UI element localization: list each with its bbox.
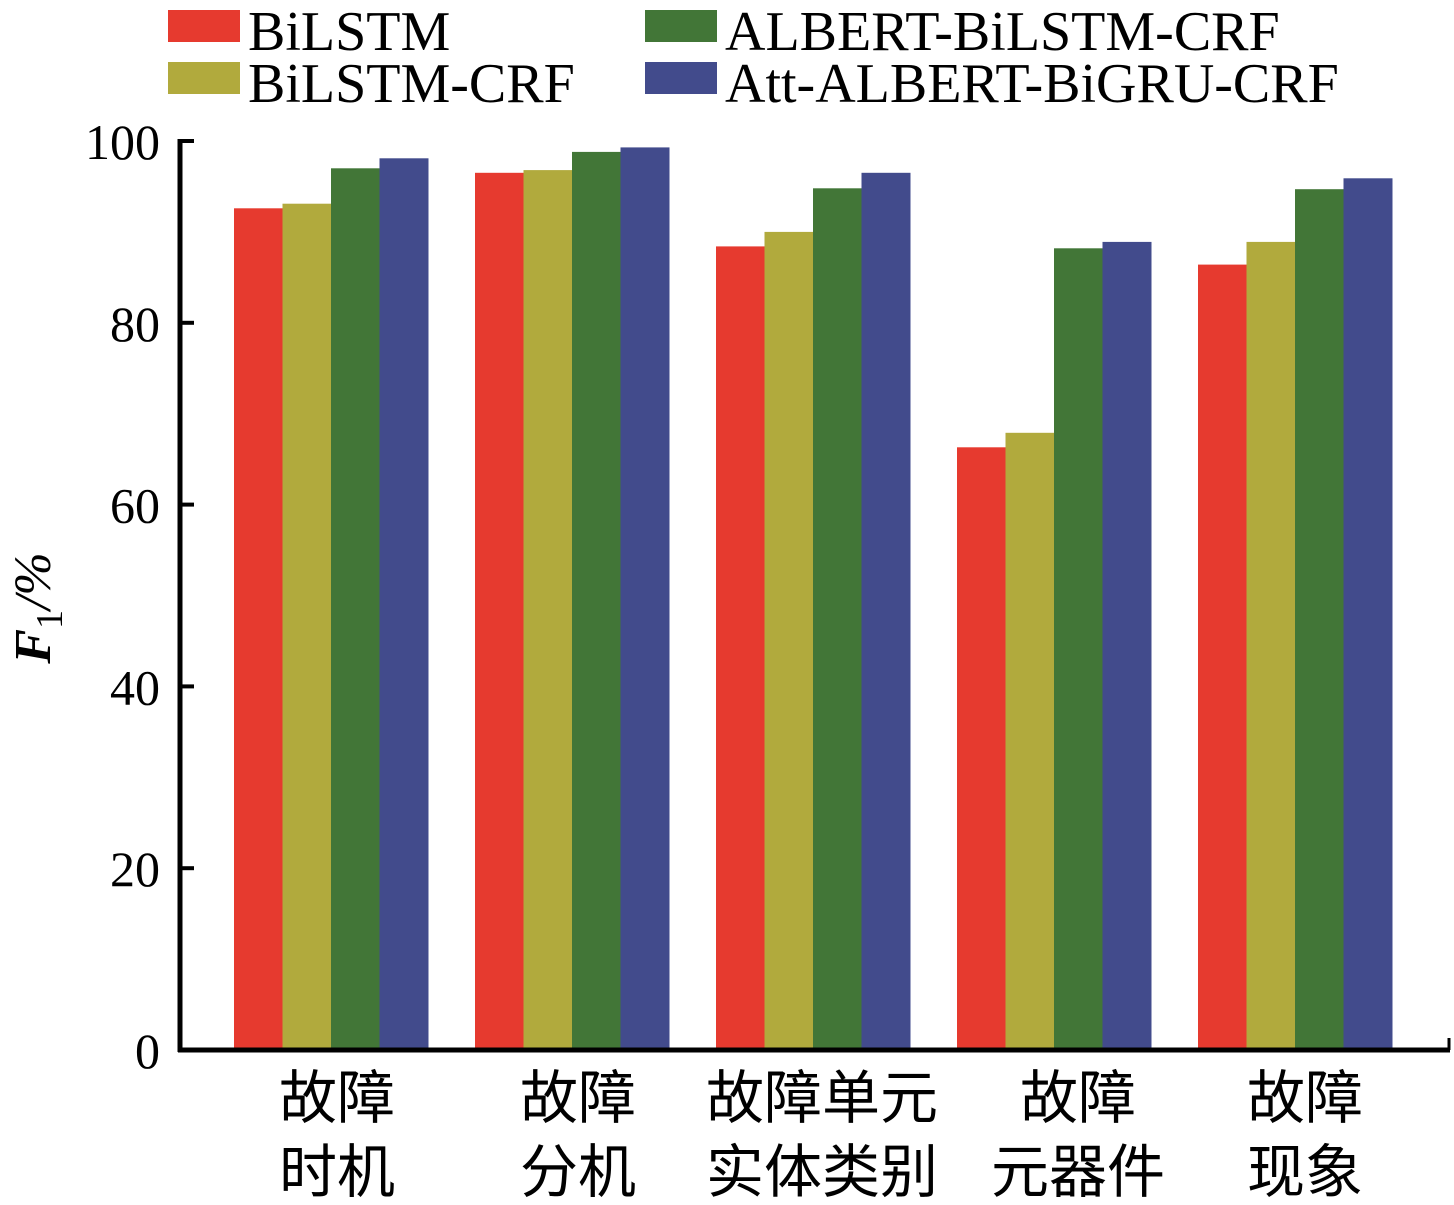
y-tick-label-100: 100	[85, 114, 160, 170]
legend-label-1: BiLSTM-CRF	[248, 53, 575, 115]
bar-bilstm-crf-4	[1246, 241, 1296, 1050]
bar-att-albert-bigru-crf-4	[1343, 178, 1393, 1051]
y-tick-label-20: 20	[110, 841, 160, 897]
bar-albert-bilstm-crf-2	[813, 188, 862, 1051]
x-category-label-0-line-0: 故障	[279, 1066, 395, 1131]
x-category-label-3-line-0: 故障	[1020, 1066, 1136, 1131]
bar-bilstm-1	[475, 172, 524, 1051]
y-axis-label-subscript: 1	[29, 610, 71, 629]
bar-att-albert-bigru-crf-1	[620, 147, 670, 1050]
x-category-label-1-line-1: 分机	[520, 1140, 636, 1205]
x-category-label-1-line-0: 故障	[520, 1066, 636, 1131]
legend-swatch-0	[168, 10, 240, 42]
y-axis-label-unit: /%	[5, 552, 62, 613]
legend-label-2: ALBERT-BiLSTM-CRF	[725, 1, 1280, 63]
bar-bilstm-0	[234, 208, 283, 1051]
bar-bilstm-crf-0	[282, 203, 332, 1050]
y-tick-label-60: 60	[110, 478, 160, 534]
bars	[234, 147, 1393, 1051]
x-category-label-4-line-0: 故障	[1247, 1066, 1363, 1131]
x-category-label-3-line-1: 元器件	[991, 1140, 1165, 1205]
y-axis-label-main: F	[5, 629, 62, 665]
x-category-label-4-line-1: 现象	[1247, 1140, 1363, 1205]
legend-label-0: BiLSTM	[248, 1, 450, 63]
bar-bilstm-crf-1	[523, 170, 573, 1051]
bar-albert-bilstm-crf-0	[331, 168, 380, 1051]
legend-label-3: Att-ALBERT-BiGRU-CRF	[725, 53, 1339, 115]
y-tick-label-40: 40	[110, 659, 160, 715]
bar-albert-bilstm-crf-3	[1054, 248, 1103, 1051]
legend-swatch-2	[645, 10, 717, 42]
y-axis-label: F1/%	[5, 552, 71, 664]
y-ticks: 0 20 40 60 80 100	[85, 114, 194, 1079]
x-category-label-2-line-1: 实体类别	[706, 1140, 938, 1205]
axes	[177, 139, 1451, 1053]
bar-albert-bilstm-crf-1	[572, 151, 621, 1050]
bar-att-albert-bigru-crf-0	[379, 158, 429, 1051]
x-category-label-2-line-0: 故障单元	[706, 1066, 938, 1131]
bar-bilstm-3	[957, 447, 1006, 1050]
bar-albert-bilstm-crf-4	[1295, 189, 1344, 1050]
legend-swatch-3	[645, 62, 717, 94]
bar-bilstm-crf-3	[1005, 432, 1055, 1050]
bar-bilstm-2	[716, 246, 765, 1050]
bar-att-albert-bigru-crf-2	[861, 172, 911, 1051]
bar-att-albert-bigru-crf-3	[1102, 241, 1152, 1050]
bar-bilstm-4	[1198, 264, 1247, 1051]
y-tick-label-80: 80	[110, 296, 160, 352]
bar-bilstm-crf-2	[764, 231, 814, 1050]
x-category-label-0-line-1: 时机	[279, 1140, 395, 1205]
y-tick-label-0: 0	[135, 1023, 160, 1079]
legend-swatch-1	[168, 62, 240, 94]
